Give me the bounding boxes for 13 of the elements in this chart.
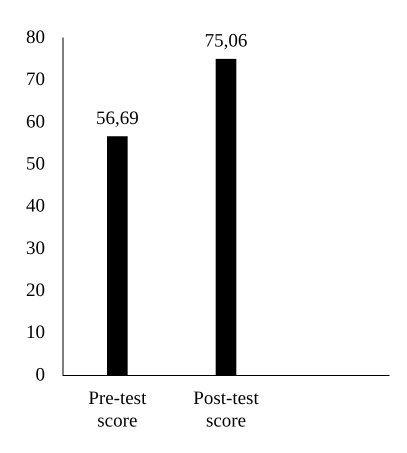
data-label: 75,06 [204,30,248,52]
x-tick-label: Pre-test score [88,388,148,432]
y-tick-label: 10 [26,322,45,344]
y-tick-label: 20 [26,280,45,302]
y-tick-label: 70 [26,69,45,90]
y-tick-label: 0 [36,364,45,386]
y-tick-label: 80 [26,26,45,48]
x-tick-label: Post-test score [193,388,260,432]
y-tick-label: 60 [26,111,45,132]
y-tick-label: 50 [26,154,45,175]
data-label: 56,69 [96,108,139,129]
y-tick-label: 30 [26,238,45,259]
y-tick-label: 40 [26,196,45,217]
